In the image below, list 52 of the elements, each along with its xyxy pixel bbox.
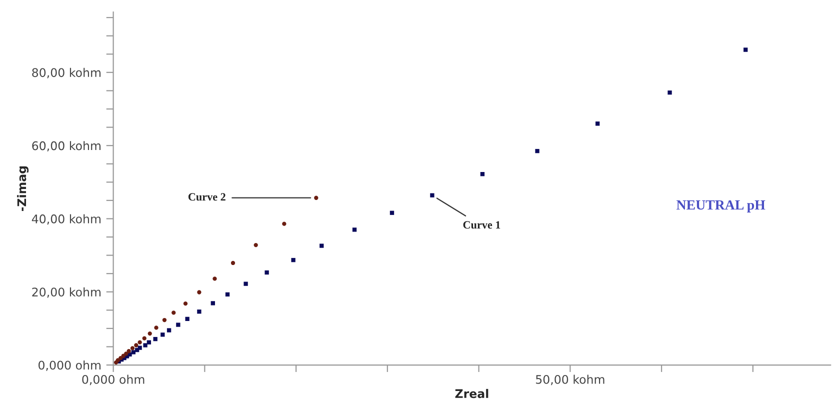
annotation: Curve 2	[188, 193, 226, 201]
point	[142, 336, 146, 340]
point	[197, 290, 202, 294]
point	[210, 301, 215, 306]
point	[160, 332, 165, 337]
point	[320, 244, 324, 248]
y-axis-title: -Zimag	[17, 166, 29, 212]
point	[352, 228, 357, 232]
point	[314, 196, 318, 200]
point	[212, 276, 217, 281]
point	[230, 260, 236, 266]
point	[172, 310, 176, 315]
point	[153, 336, 158, 342]
point	[390, 210, 394, 215]
point	[130, 346, 135, 350]
point	[154, 326, 158, 330]
point	[134, 343, 138, 348]
point	[162, 318, 167, 322]
point	[197, 310, 202, 314]
point	[535, 148, 540, 154]
y-tick-label: 20,00 kohm	[32, 287, 101, 298]
point	[126, 349, 131, 354]
point	[430, 193, 434, 198]
y-tick-label: 40,00 kohm	[32, 214, 101, 225]
point	[121, 354, 126, 358]
y-tick-label: 80,00 kohm	[32, 68, 101, 78]
x-axis-title: Zreal	[455, 388, 488, 398]
y-tick-label: 0,000 ohm	[38, 360, 101, 371]
point	[138, 340, 142, 344]
point	[480, 172, 485, 176]
x-tick-label: 50,00 kohm	[536, 374, 604, 386]
point	[185, 316, 190, 322]
annotation: Curve 1	[463, 221, 500, 229]
point	[225, 292, 230, 297]
point	[291, 258, 296, 262]
point	[143, 343, 148, 348]
point	[244, 282, 248, 286]
point	[744, 48, 748, 52]
point	[131, 350, 136, 354]
point	[595, 122, 600, 126]
point	[183, 301, 188, 306]
point	[282, 222, 286, 226]
y-tick-label: 60,00 kohm	[32, 141, 101, 152]
point	[254, 242, 258, 248]
point	[264, 270, 269, 275]
point	[166, 328, 172, 332]
point	[124, 352, 128, 356]
point	[114, 360, 118, 365]
point	[176, 322, 180, 327]
point	[668, 90, 672, 95]
point	[148, 331, 152, 336]
annotation: NEUTRAL pH	[676, 200, 766, 212]
